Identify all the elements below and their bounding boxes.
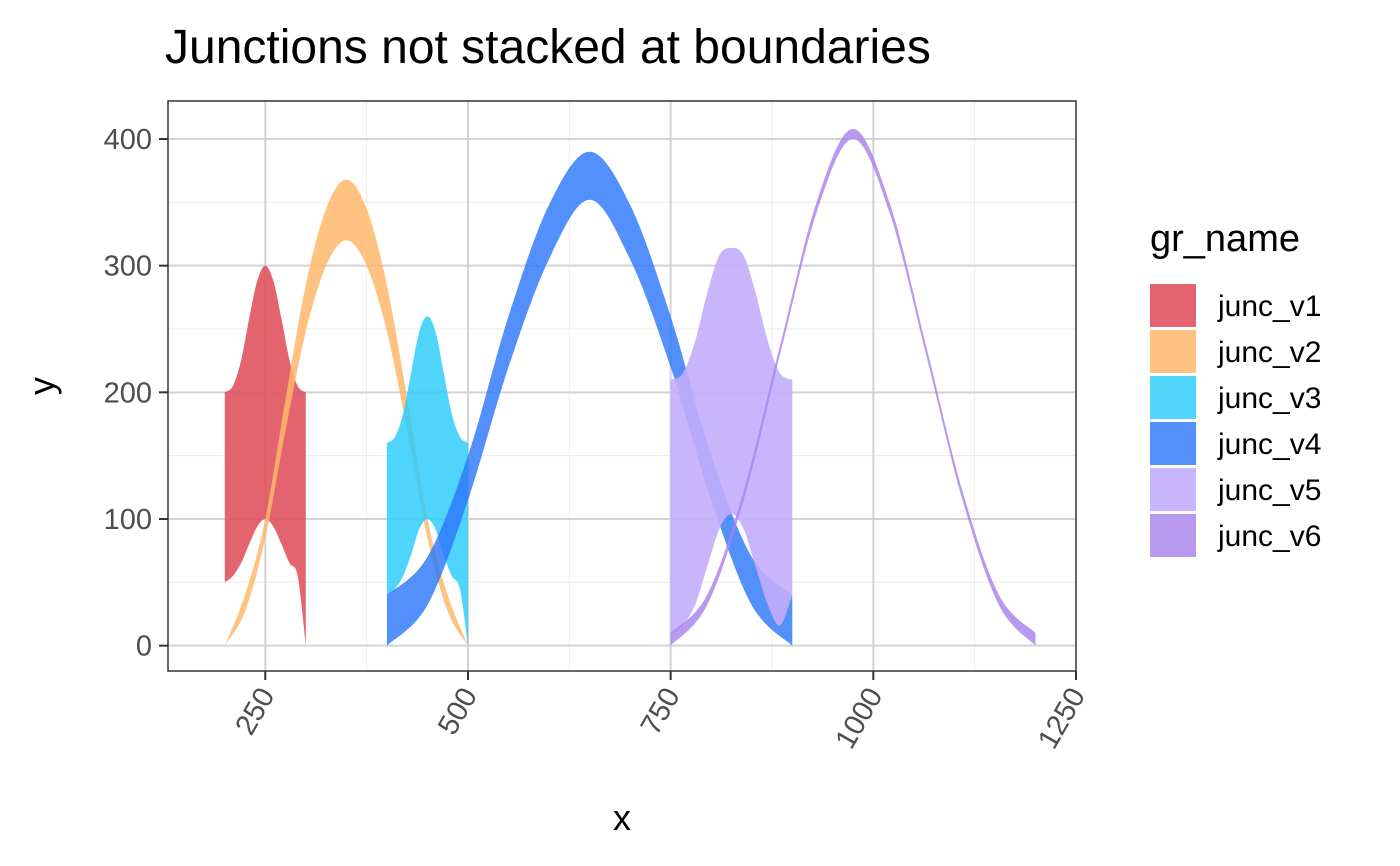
ribbon-junc_v3 <box>386 316 468 646</box>
legend-label-junc_v6: junc_v6 <box>1217 520 1321 553</box>
legend-label-junc_v5: junc_v5 <box>1217 474 1321 507</box>
chart-title: Junctions not stacked at boundaries <box>165 21 931 74</box>
legend-label-junc_v3: junc_v3 <box>1217 382 1321 415</box>
legend-label-junc_v1: junc_v1 <box>1217 290 1321 323</box>
x-tick-label: 1000 <box>829 683 889 755</box>
legend-label-junc_v2: junc_v2 <box>1217 336 1321 369</box>
x-tick-label: 750 <box>635 683 687 741</box>
y-axis-title: y <box>21 377 62 395</box>
legend-items: junc_v1 junc_v2 junc_v3 junc_v4 junc_v5 junc_… <box>1150 284 1321 557</box>
ribbon-junc_v5 <box>670 247 793 633</box>
legend-swatch-junc_v3 <box>1150 376 1196 419</box>
legend-swatch-junc_v6 <box>1150 514 1196 557</box>
y-tick-label: 100 <box>104 504 152 536</box>
y-tick-label: 200 <box>104 377 152 409</box>
legend: gr_name junc_v1junc_v2junc_v3junc_v4junc… <box>1150 218 1321 557</box>
plot-panel-border <box>167 100 1077 672</box>
y-tick-label: 300 <box>104 251 152 283</box>
series-layer <box>224 128 1036 646</box>
legend-swatch-junc_v4 <box>1150 422 1196 465</box>
y-axis: 0 100 200 300 400 <box>104 124 168 663</box>
y-tick-label: 400 <box>104 124 152 156</box>
x-tick-label: 250 <box>229 683 281 741</box>
legend-swatch-junc_v5 <box>1150 468 1196 511</box>
ribbon-junc_v1 <box>224 265 306 646</box>
ribbon-junc_v2 <box>224 179 468 646</box>
legend-swatch-junc_v1 <box>1150 284 1196 327</box>
legend-title: gr_name <box>1150 218 1300 260</box>
x-tick-label: 1250 <box>1032 683 1092 755</box>
y-tick-label: 0 <box>136 631 152 663</box>
legend-swatch-junc_v2 <box>1150 330 1196 373</box>
x-tick-label: 500 <box>432 683 484 741</box>
ribbon-junc_v4 <box>386 151 793 646</box>
legend-label-junc_v4: junc_v4 <box>1217 428 1321 461</box>
x-axis: 250 500 750 1000 1250 <box>229 671 1092 754</box>
x-axis-title: x <box>613 797 631 838</box>
